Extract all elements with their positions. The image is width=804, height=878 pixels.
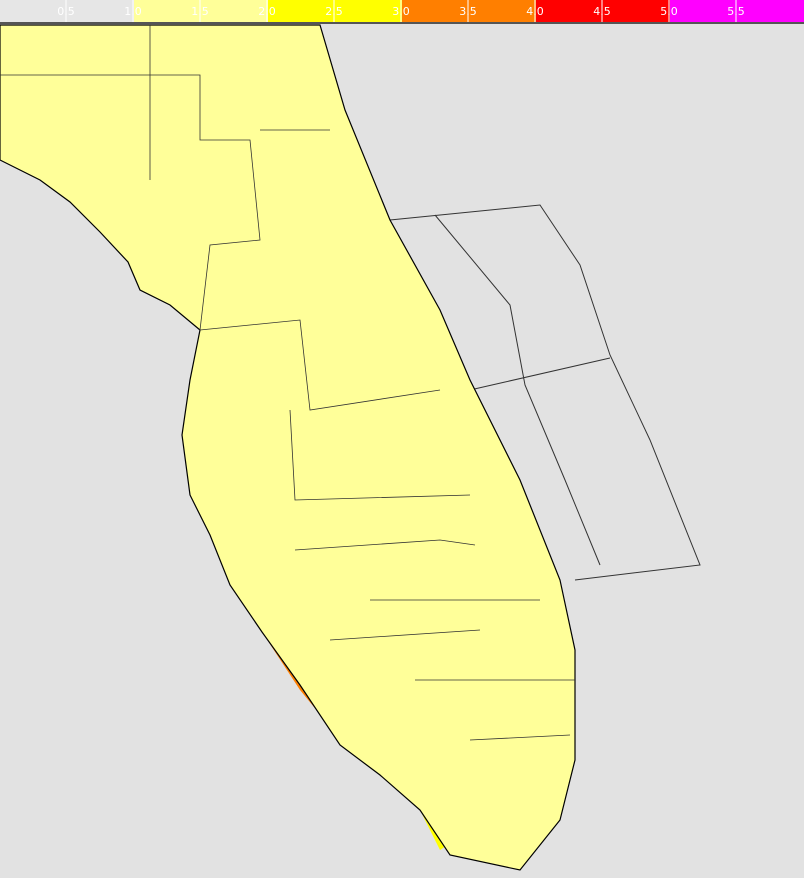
county-lines xyxy=(0,25,575,741)
legend-label: 2.5 xyxy=(325,5,343,18)
legend-swatch xyxy=(402,0,537,22)
legend-label: 3.0 xyxy=(392,5,410,18)
legend-label: 5.0 xyxy=(660,5,678,18)
legend-swatch xyxy=(536,0,671,22)
legend-label: 5.5 xyxy=(727,5,745,18)
offshore-zone xyxy=(389,204,701,581)
legend-swatch xyxy=(268,0,403,22)
legend-label: 3.5 xyxy=(459,5,477,18)
legend-swatch xyxy=(670,0,804,22)
legend-label: 1.0 xyxy=(124,5,142,18)
legend-label: 4.0 xyxy=(526,5,544,18)
legend: 0.5 1.0 1.5 2.0 2.5 3.0 3.5 4.0 4.5 5.0 5.5 xyxy=(0,0,804,24)
legend-label: 0.5 xyxy=(57,5,75,18)
legend-label: 1.5 xyxy=(191,5,209,18)
legend-label: 4.5 xyxy=(593,5,611,18)
legend-swatch xyxy=(0,0,135,22)
legend-swatch xyxy=(134,0,269,22)
offshore-zone xyxy=(434,214,611,566)
legend-label: 2.0 xyxy=(258,5,276,18)
